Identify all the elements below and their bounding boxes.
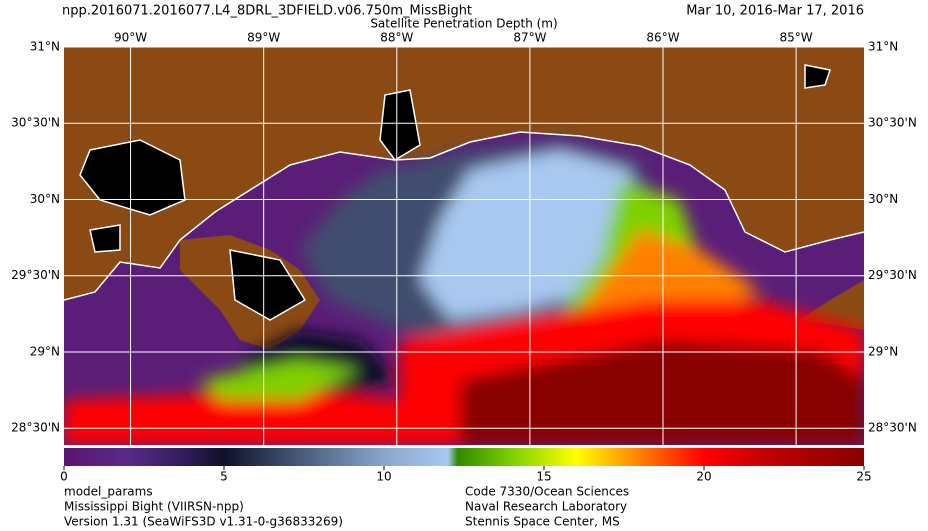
lat-label-left: 30°30'N <box>11 116 60 130</box>
lat-label-right: 29°N <box>868 344 898 358</box>
lon-label: 90°W <box>114 31 147 45</box>
lon-label: 89°W <box>247 31 280 45</box>
subtitle: Satellite Penetration Depth (m) <box>370 17 557 31</box>
lon-label: 85°W <box>780 31 813 45</box>
colorbar-tick-label: 15 <box>536 470 551 484</box>
lon-label: 87°W <box>513 31 546 45</box>
lon-label: 86°W <box>646 31 679 45</box>
title: npp.2016071.2016077.L4_8DRL_3DFIELD.v06.… <box>62 4 472 19</box>
lon-label: 88°W <box>380 31 413 45</box>
lat-label-left: 29°30'N <box>11 268 60 282</box>
footer-right-3: Stennis Space Center, MS <box>465 515 620 529</box>
water-colors <box>64 140 864 445</box>
footer-right-2: Naval Research Laboratory <box>465 500 627 514</box>
lat-label-right: 30°30'N <box>868 116 917 130</box>
colorbar-tick-label: 5 <box>220 470 228 484</box>
colorbar-tick-label: 25 <box>856 470 871 484</box>
lat-label-right: 31°N <box>868 40 898 54</box>
lat-label-left: 31°N <box>30 40 60 54</box>
graticule <box>64 46 864 445</box>
date-range: Mar 10, 2016-Mar 17, 2016 <box>686 4 864 19</box>
lat-label-right: 30°N <box>868 192 898 206</box>
lat-label-right: 28°30'N <box>868 421 917 435</box>
lat-label-right: 29°30'N <box>868 268 917 282</box>
footer-left-3: Version 1.31 (SeaWiFS3D v1.31-0-g3683326… <box>64 515 343 529</box>
colorbar <box>64 448 864 466</box>
lat-label-left: 29°N <box>30 344 60 358</box>
colorbar-tick-label: 0 <box>60 470 68 484</box>
map-bottom <box>64 445 864 446</box>
colorbar-tick-label: 20 <box>696 470 711 484</box>
footer-left-2: Mississippi Bight (VIIRSN-npp) <box>64 500 244 514</box>
lat-label-left: 30°N <box>30 192 60 206</box>
lat-label-left: 28°30'N <box>11 421 60 435</box>
footer-left-1: model_params <box>64 485 153 499</box>
colorbar-tick-label: 10 <box>376 470 391 484</box>
coastline <box>64 131 864 301</box>
map-image <box>64 47 864 446</box>
labels: 90°W 89°W 88°W 87°W 86°W 85°W 31°N 31°N 30°30'N 3… <box>11 31 917 484</box>
footer-right-1: Code 7330/Ocean Sciences <box>465 485 629 499</box>
lakes <box>79 64 831 321</box>
